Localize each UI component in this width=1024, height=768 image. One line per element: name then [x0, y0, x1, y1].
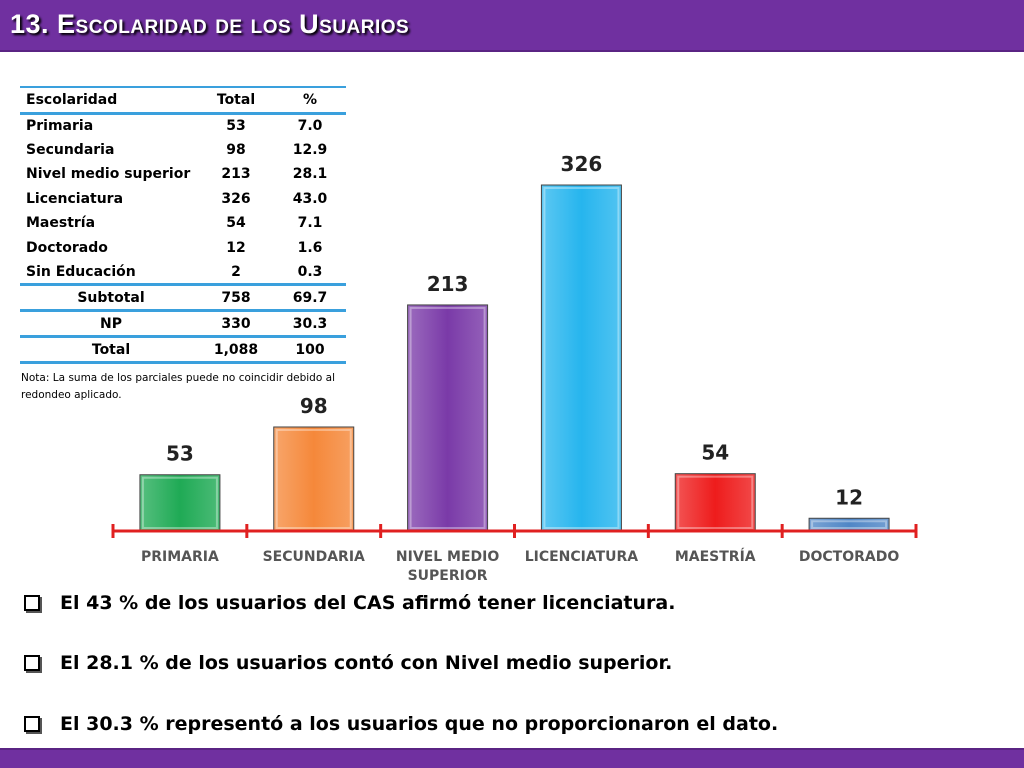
- table-cell: Secundaria: [26, 141, 115, 158]
- category-label: SECUNDARIA: [263, 549, 365, 565]
- table-cell: 758: [198, 283, 270, 311]
- table-row: Maestría 54 7.1: [20, 211, 346, 236]
- bar: [674, 473, 756, 532]
- category-label: PRIMARIA: [141, 549, 219, 565]
- table-row: Doctorado 12 1.6: [20, 236, 346, 261]
- bullet-item: El 43 % de los usuarios del CAS afirmó t…: [24, 588, 1004, 618]
- data-label: 54: [701, 441, 729, 465]
- table-cell: 7.1: [297, 215, 323, 232]
- table-cell: 69.7: [270, 283, 346, 311]
- bar: [273, 426, 355, 532]
- data-label: 53: [166, 442, 194, 466]
- table-cell: Sin Educación: [26, 263, 136, 280]
- table-row: Nivel medio superior 213 28.1: [20, 162, 346, 187]
- table-cell: 53: [226, 118, 246, 134]
- bar: [139, 474, 221, 532]
- bullet-text: El 30.3 % representó a los usuarios que …: [60, 713, 779, 735]
- data-label: 326: [561, 152, 603, 176]
- bar-highlight: [409, 306, 486, 530]
- table-cell: 98: [226, 141, 246, 158]
- table-header-row: Escolaridad Total %: [20, 86, 346, 115]
- category-label: LICENCIATURA: [525, 549, 639, 565]
- table-row: Secundaria 98 12.9: [20, 138, 346, 163]
- slide-title: 13. Escolaridad de los Usuarios: [10, 9, 410, 39]
- table-note: Nota: La suma de los parciales puede no …: [21, 372, 335, 401]
- data-label: 12: [835, 485, 863, 509]
- table-cell: 100: [270, 335, 346, 364]
- table-cell: 12: [226, 239, 246, 256]
- table-header: Total: [198, 86, 270, 115]
- table-cell: Doctorado: [26, 239, 108, 256]
- bar-highlight: [275, 428, 352, 529]
- table-cell: 12.9: [292, 141, 328, 158]
- bar-highlight: [811, 520, 888, 529]
- title-bar: 13. Escolaridad de los Usuarios: [0, 0, 1024, 52]
- table-cell: Nivel medio superior: [26, 166, 191, 183]
- category-label: MAESTRÍA: [675, 548, 756, 565]
- bar-highlight: [141, 476, 218, 530]
- np-row: NP 330 30.3: [20, 309, 346, 337]
- checkbox-bullet-icon: [24, 595, 40, 611]
- bullet-item: El 28.1 % de los usuarios contó con Nive…: [24, 648, 1004, 678]
- table-cell: Total: [20, 335, 198, 364]
- table-cell: 54: [226, 215, 246, 232]
- escolaridad-table: Escolaridad Total % Primaria 53 7.0 Secu…: [20, 86, 346, 364]
- bullet-item: El 30.3 % representó a los usuarios que …: [24, 709, 1004, 739]
- table-row: Sin Educación 2 0.3: [20, 260, 346, 285]
- table-cell: 1.6: [297, 239, 323, 256]
- table-header: %: [270, 86, 346, 115]
- bar-highlight: [543, 187, 620, 529]
- table-cell: Maestría: [26, 215, 96, 232]
- table-row: Primaria 53 7.0: [20, 113, 346, 138]
- table-row: Licenciatura 326 43.0: [20, 187, 346, 212]
- checkbox-bullet-icon: [24, 716, 40, 732]
- table-header: Escolaridad: [20, 86, 198, 115]
- table-cell: NP: [20, 309, 198, 337]
- checkbox-bullet-icon: [24, 655, 40, 671]
- total-row: Total 1,088 100: [20, 335, 346, 364]
- table-cell: 213: [221, 166, 251, 183]
- table-cell: 2: [231, 263, 241, 280]
- data-label: 98: [300, 394, 328, 418]
- category-label: DOCTORADO: [799, 549, 899, 565]
- bottom-bar: [0, 748, 1024, 768]
- bar: [407, 304, 489, 532]
- table-cell: 7.0: [297, 118, 323, 134]
- table-cell: 43.0: [292, 190, 328, 207]
- bar-highlight: [677, 475, 754, 529]
- subtotal-row: Subtotal 758 69.7: [20, 283, 346, 311]
- bar: [540, 184, 622, 532]
- table-cell: 0.3: [297, 263, 323, 280]
- bullet-text: El 43 % de los usuarios del CAS afirmó t…: [60, 592, 676, 614]
- data-label: 213: [427, 272, 469, 296]
- bar: [808, 517, 890, 532]
- table-cell: 326: [221, 190, 251, 207]
- table-cell: Primaria: [26, 118, 94, 134]
- table-cell: 1,088: [198, 335, 270, 364]
- category-label: NIVEL MEDIO: [396, 549, 499, 565]
- bar-chart: 53 PRIMARIA 98 SECUNDARIA 213 NIVEL MEDIO SUPE…: [111, 152, 918, 584]
- table-cell: 28.1: [292, 166, 328, 183]
- category-label: SUPERIOR: [408, 568, 488, 584]
- table-cell: Subtotal: [20, 283, 198, 311]
- bullet-text: El 28.1 % de los usuarios contó con Nive…: [60, 652, 673, 674]
- table-cell: 30.3: [270, 309, 346, 337]
- table-cell: Licenciatura: [26, 190, 124, 207]
- table-cell: 330: [198, 309, 270, 337]
